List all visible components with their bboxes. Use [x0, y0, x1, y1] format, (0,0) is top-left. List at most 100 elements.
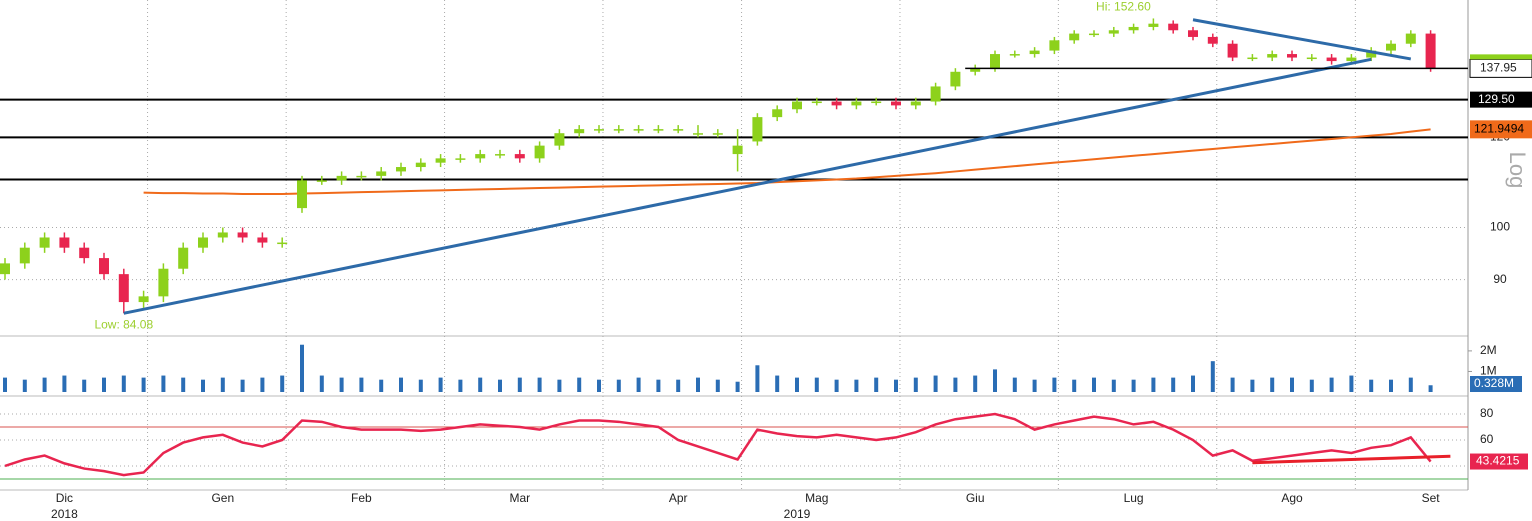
volume-bar	[438, 377, 443, 392]
volume-bar	[676, 379, 681, 392]
candle-body	[118, 274, 129, 303]
volume-bar	[1072, 379, 1077, 392]
volume-bar	[300, 344, 304, 392]
volume-bar	[478, 377, 483, 392]
candle-body	[198, 237, 208, 248]
last-price-label: 137.95	[1480, 61, 1517, 75]
x-tick-label: Mag	[805, 491, 828, 505]
x-tick-label: Ago	[1281, 491, 1303, 505]
volume-bar	[1111, 379, 1116, 392]
volume-bar	[597, 379, 601, 392]
candle-body	[396, 167, 406, 172]
candle-body	[376, 171, 387, 176]
candle-body	[673, 129, 684, 131]
candle-body	[475, 154, 486, 159]
candle-body	[930, 86, 941, 102]
candle-body	[1148, 23, 1159, 27]
candle-body	[1227, 43, 1238, 58]
volume-bar	[993, 369, 997, 392]
candle-body	[1029, 50, 1040, 55]
candle-body	[336, 175, 347, 181]
volume-bar	[280, 375, 285, 392]
candle-body	[59, 237, 70, 248]
candle-body	[1247, 57, 1258, 60]
volume-bar	[1191, 375, 1195, 392]
volume-bar	[1131, 379, 1136, 392]
volume-bar	[1369, 379, 1374, 392]
volume-bar	[260, 377, 265, 392]
moving-average-line	[143, 128, 1431, 196]
volume-bar	[1349, 375, 1354, 392]
volume-bar	[973, 375, 978, 392]
volume-bar	[458, 379, 463, 392]
log-label: Log	[1505, 152, 1530, 189]
volume-bar	[557, 379, 562, 392]
rsi-line	[4, 412, 1432, 477]
candle-body	[356, 175, 367, 178]
x-tick-label: Dic	[56, 491, 73, 505]
last-price-accent	[1470, 54, 1532, 60]
volume-bar	[636, 377, 641, 392]
x-tick-label: Feb	[351, 491, 372, 505]
candle-body	[99, 258, 109, 275]
candle-body	[712, 133, 723, 135]
candle-body	[1188, 30, 1198, 37]
rsi-label-box	[1470, 453, 1528, 470]
candle-body	[316, 180, 327, 182]
volume-bar	[1092, 377, 1096, 392]
level-label: 129.50	[1478, 92, 1515, 106]
candle-body	[831, 101, 842, 106]
volume-bar	[102, 377, 106, 392]
candle-body	[0, 263, 10, 275]
volume-bar	[201, 379, 205, 392]
rsi-last-label: 43.4215	[1476, 454, 1520, 468]
volume-bar	[1250, 379, 1255, 392]
ma-label: 121.9494	[1474, 122, 1524, 136]
volume-bar	[498, 379, 502, 392]
volume-bar	[913, 377, 918, 392]
candle-body	[1089, 33, 1099, 36]
volume-bar	[517, 377, 522, 392]
candle-body	[237, 232, 248, 238]
candle-body	[1306, 57, 1317, 60]
candle-body	[1405, 33, 1416, 44]
candle-body	[910, 101, 921, 106]
candle-body	[217, 232, 228, 238]
candle-body	[613, 129, 624, 131]
volume-bar	[656, 379, 661, 392]
volume-bar	[141, 377, 146, 392]
volume-bar	[1032, 379, 1037, 392]
candle-body	[792, 101, 802, 110]
x-tick-label: Mar	[509, 491, 530, 505]
volume-bar	[359, 377, 364, 392]
volume-tick-label: 2M	[1480, 343, 1497, 357]
volume-bar	[933, 375, 938, 392]
volume-bar	[1290, 377, 1294, 392]
candle-body	[415, 162, 426, 168]
candle-body	[891, 101, 901, 106]
volume-bar	[1210, 361, 1215, 392]
volume-tick-label: 1M	[1480, 364, 1497, 378]
rsi-tick-label: 80	[1480, 406, 1494, 420]
volume-bar	[319, 375, 324, 392]
volume-bar	[418, 379, 423, 392]
volume-bar	[1270, 377, 1275, 392]
volume-bar	[1428, 385, 1433, 392]
volume-bar	[537, 377, 542, 392]
candle-body	[297, 180, 307, 209]
candle-body	[1267, 54, 1278, 58]
x-tick-label: Gen	[211, 491, 234, 505]
x-tick-label: Lug	[1124, 491, 1144, 505]
candle-body	[534, 145, 545, 159]
volume-bar	[379, 379, 384, 392]
candle-body	[1386, 43, 1396, 51]
volume-bar	[874, 377, 879, 392]
candle-body	[811, 101, 822, 104]
volume-bar	[1052, 377, 1057, 392]
volume-bar	[834, 379, 839, 392]
volume-bar	[577, 377, 582, 392]
candle-body	[1049, 40, 1060, 51]
candle-body	[772, 109, 783, 118]
volume-bar	[1151, 377, 1156, 392]
candle-body	[79, 247, 90, 259]
